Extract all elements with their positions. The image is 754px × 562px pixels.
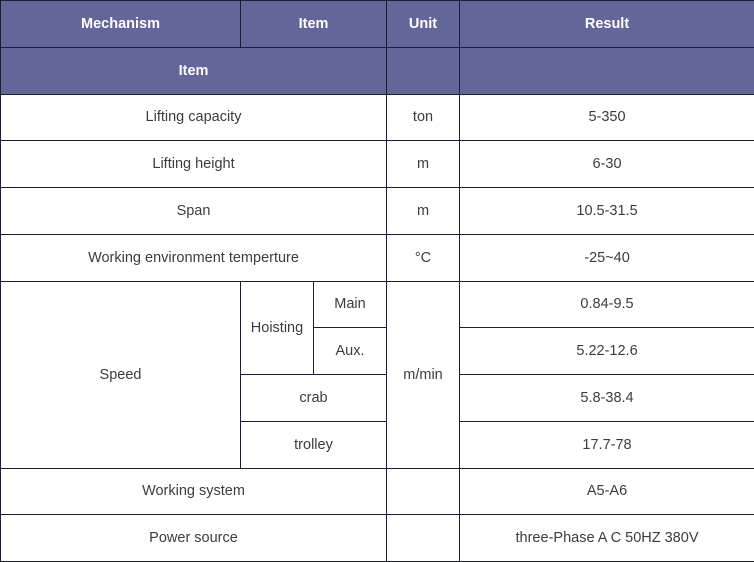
cell-label-lifting-height: Lifting height [0,140,388,188]
cell-unit-power-source [386,514,461,562]
cell-result-speed-aux: 5.22-12.6 [459,327,754,375]
cell-label-power-source: Power source [0,514,388,562]
cell-label-speed-trolley: trolley [239,420,388,469]
table-row-speed-main: Speed Hoisting Main m/min 0.84-9.5 [0,280,754,469]
cell-label-hoisting: Hoisting [240,280,314,375]
subheader-item: Item [0,46,388,95]
cell-unit-span: m [386,187,461,235]
cell-unit-working-temperature: °C [386,233,461,282]
header-item: Item [239,0,388,48]
cell-label-speed-main: Main [312,280,388,329]
table-row-working-temperature: Working environment temperture °C -25~40 [0,233,754,282]
cell-result-speed-main: 0.84-9.5 [459,280,754,329]
cell-label-lifting-capacity: Lifting capacity [0,93,388,142]
header-mechanism: Mechanism [0,0,241,48]
cell-label-working-temperature: Working environment temperture [0,233,388,282]
cell-unit-speed: m/min [386,280,461,469]
cell-unit-working-system [386,467,461,516]
table-row-speed-trolley: trolley 17.7-78 [1,420,754,469]
cell-result-speed-crab: 5.8-38.4 [459,374,754,422]
cell-label-working-system: Working system [0,467,388,516]
table-row-span: Span m 10.5-31.5 [0,187,754,235]
cell-label-speed-aux: Aux. [312,327,388,375]
cell-unit-lifting-height: m [386,140,461,188]
cell-label-speed-crab: crab [239,374,388,422]
cell-unit-lifting-capacity: ton [386,93,461,142]
cell-result-lifting-height: 6-30 [459,140,754,188]
cell-result-lifting-capacity: 5-350 [459,93,754,142]
header-result: Result [459,0,754,48]
table-row-lifting-height: Lifting height m 6-30 [0,140,754,188]
cell-result-working-system: A5-A6 [459,467,754,516]
table-row-speed-crab: crab 5.8-38.4 [1,374,754,422]
cell-result-power-source: three-Phase A C 50HZ 380V [459,514,754,562]
table-row-power-source: Power source three-Phase A C 50HZ 380V [0,514,754,562]
subheader-unit-blank [386,46,461,95]
table-row-working-system: Working system A5-A6 [0,467,754,516]
table-header-row: Mechanism Item Unit Result [0,0,754,48]
subheader-result-blank [459,46,754,95]
cell-label-speed: Speed [0,280,241,469]
table-row-lifting-capacity: Lifting capacity ton 5-350 [0,93,754,142]
cell-label-span: Span [0,187,388,235]
cell-result-working-temperature: -25~40 [459,233,754,282]
cell-result-span: 10.5-31.5 [459,187,754,235]
cell-result-speed-trolley: 17.7-78 [459,420,754,469]
table-subheader-row: Item [0,46,754,95]
header-unit: Unit [386,0,461,48]
